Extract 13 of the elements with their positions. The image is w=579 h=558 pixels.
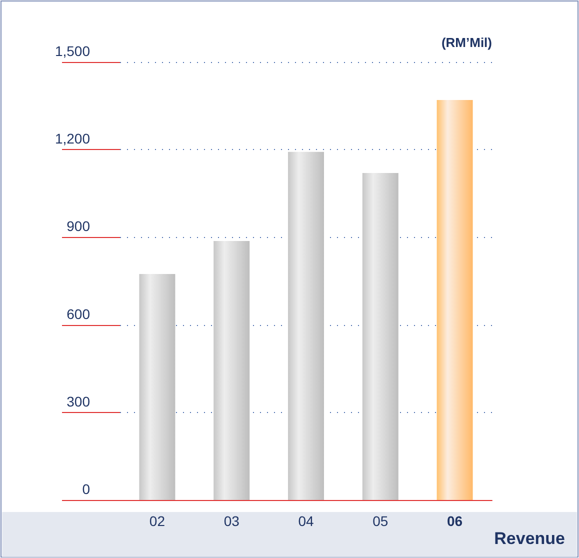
- x-tick-label: 05: [372, 513, 388, 529]
- y-tick-label: 1,200: [54, 130, 90, 147]
- x-tick-label: 03: [224, 513, 240, 529]
- x-tick-label: 04: [298, 513, 314, 529]
- y-tick-label: 300: [66, 393, 90, 410]
- text: Revenue: [494, 529, 566, 548]
- y-tick-label: 900: [66, 218, 90, 234]
- y-tick-label: 600: [66, 306, 90, 322]
- y-axis-title: (RM’Mil): [441, 35, 492, 50]
- x-tick-label: 02: [149, 513, 166, 529]
- y-tick-label: 0: [82, 481, 90, 497]
- x-tick-label: 06: [447, 513, 463, 529]
- y-tick-label: 1,500: [54, 43, 90, 59]
